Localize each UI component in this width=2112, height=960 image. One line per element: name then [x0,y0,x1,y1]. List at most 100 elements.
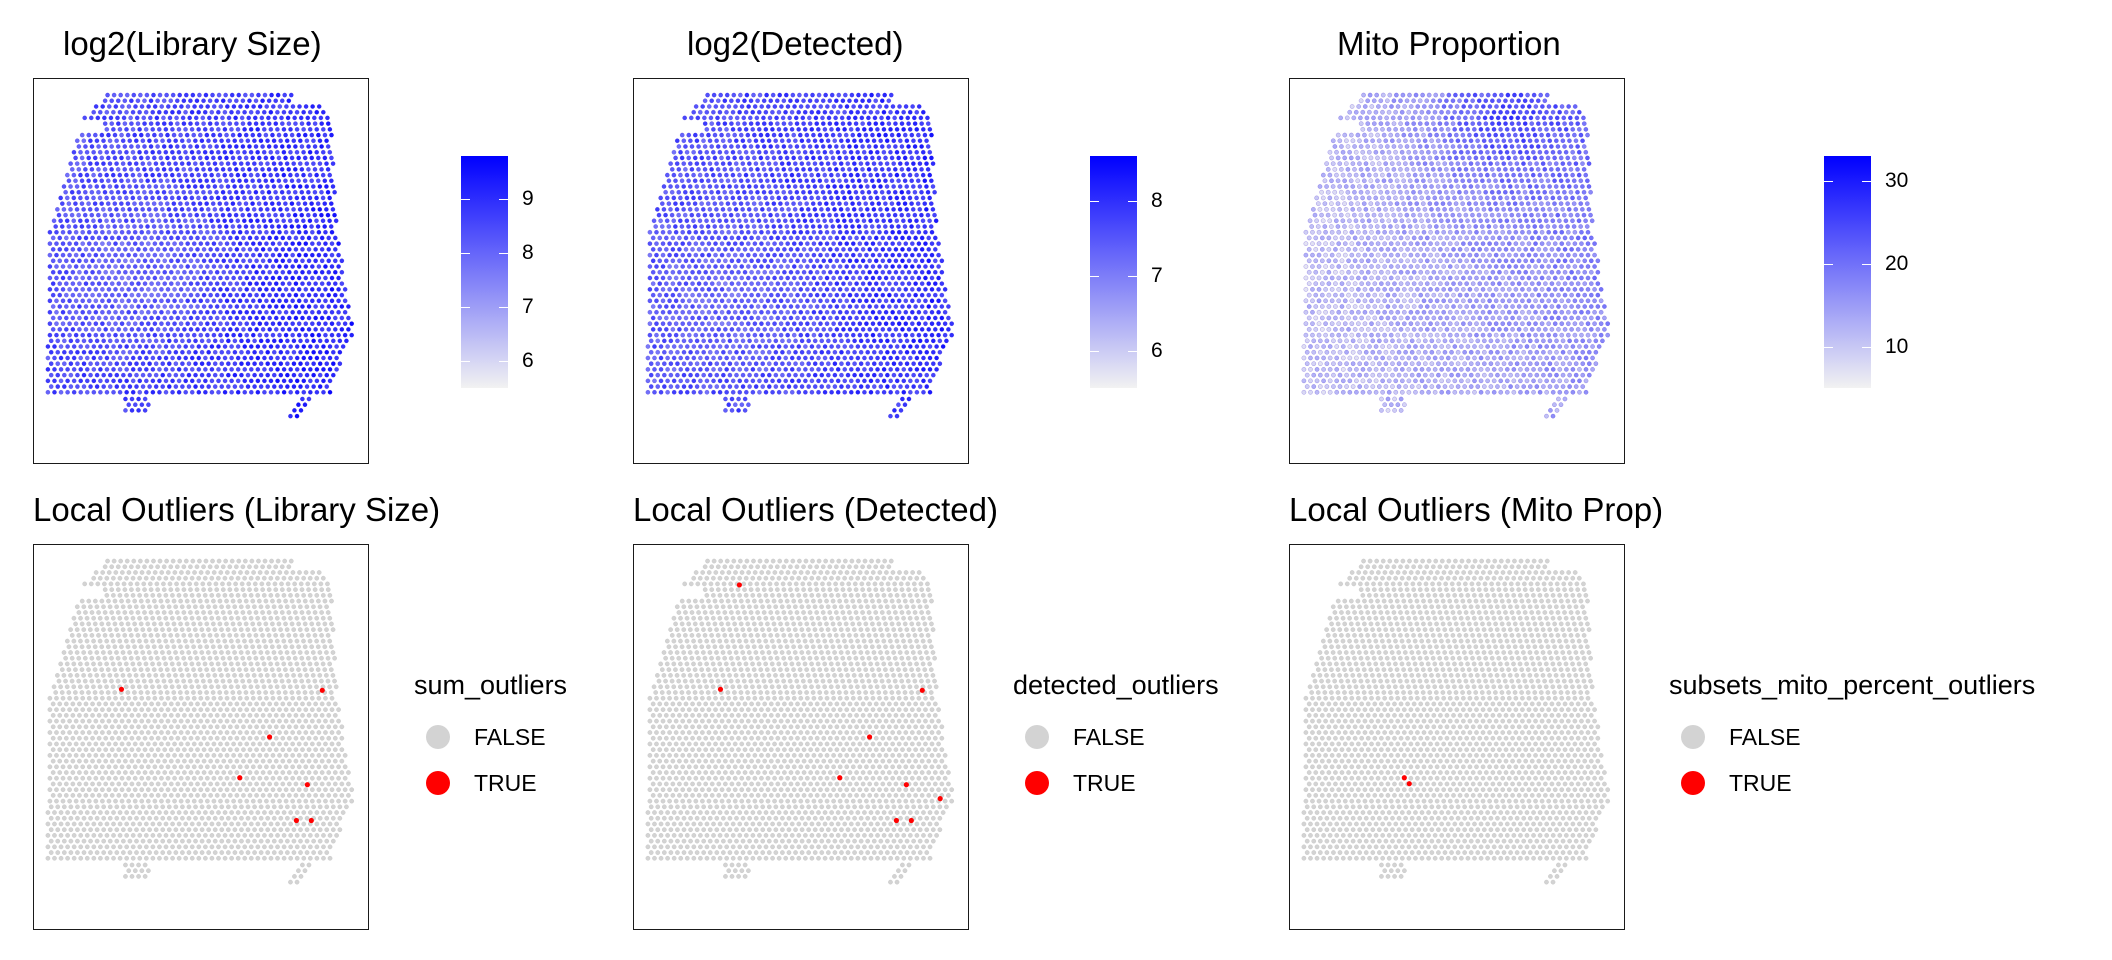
spot [924,372,930,378]
spot [1504,109,1510,115]
spot [936,264,941,269]
spot [158,132,164,138]
spot [142,281,148,287]
spot [58,389,64,395]
spot [245,349,251,355]
spot [201,292,207,298]
spot [913,258,918,264]
spot [914,109,920,115]
spot [868,344,874,349]
spot [670,258,676,264]
spot [805,104,811,109]
spot [247,144,252,149]
spot [247,327,253,332]
spot [647,264,653,269]
spot [684,149,690,155]
spot [98,389,103,395]
spot [911,372,917,378]
spot [252,138,257,144]
spot [684,172,690,178]
spot [923,264,928,269]
spot [791,275,797,281]
spot [286,246,292,252]
spot [798,275,804,281]
spot [940,344,946,349]
spot [248,218,254,224]
spot [919,144,925,149]
spot [218,287,223,292]
spot [214,121,220,127]
spot [886,212,892,218]
spot [173,206,178,212]
spot [45,389,51,395]
spot [1570,126,1576,132]
spot [846,115,852,121]
spot [75,384,80,389]
spot [319,327,325,332]
spot [191,229,197,235]
spot [304,184,310,189]
spot [704,195,710,201]
spot [58,344,64,349]
spot [139,241,145,247]
spot [155,166,160,172]
spot [670,292,676,298]
spot [1550,149,1556,155]
spot [235,126,241,132]
spot [741,212,747,218]
spot [307,195,313,201]
spot [109,315,115,321]
spot [728,98,734,104]
spot [278,361,284,367]
spot [130,149,136,155]
spot [839,115,845,121]
spot [178,252,184,258]
spot [838,184,844,189]
spot [188,246,194,252]
spot [242,149,247,155]
spot [890,264,896,269]
spot [186,206,191,212]
spot [876,155,882,161]
spot [83,304,89,309]
spot [748,144,754,149]
spot [315,201,321,207]
spot [265,338,271,344]
spot [153,206,159,212]
spot [235,389,241,395]
spot [799,372,805,378]
spot [317,372,323,378]
spot [824,309,830,315]
spot [115,115,120,121]
spot [786,206,791,212]
spot [717,218,723,224]
spot [113,264,118,269]
spot [323,252,328,258]
spot [93,321,99,327]
spot [694,384,700,389]
spot [300,304,305,309]
spot [162,258,168,264]
spot [268,195,274,201]
spot [917,372,923,378]
spot [865,361,871,367]
spot [319,144,325,149]
spot [824,104,830,109]
spot [815,172,821,178]
spot [100,332,105,338]
spot [679,201,685,207]
spot [654,309,659,315]
spot [722,235,728,241]
spot [287,195,293,201]
spot [919,166,924,172]
spot [1498,92,1504,98]
spot [239,372,244,378]
spot [334,367,339,372]
spot [268,126,274,132]
spot [148,144,154,149]
spot [1402,104,1407,109]
spot [854,258,859,264]
spot [883,332,889,338]
spot [258,206,264,212]
spot [314,355,320,361]
